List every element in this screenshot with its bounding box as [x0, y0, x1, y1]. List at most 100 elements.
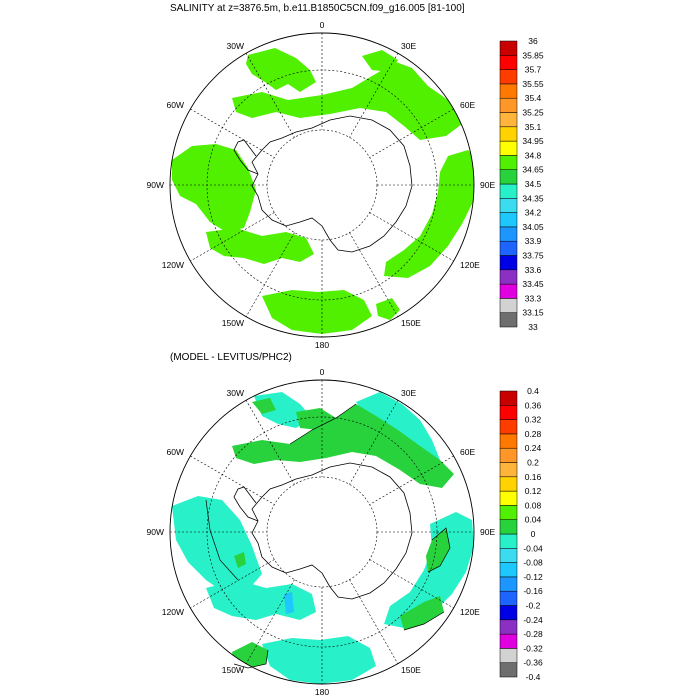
- top-colorbar-label: 34.05: [522, 222, 544, 232]
- top-colorbar-swatch: [499, 183, 518, 199]
- bottom-lon-label-120e: 120E: [460, 607, 480, 617]
- top-colorbar-swatch: [499, 298, 518, 313]
- bottom-colorbar-label: -0.08: [523, 558, 543, 568]
- top-colorbar-label: 33.3: [525, 293, 542, 303]
- bottom-colorbar-label: -0.24: [523, 615, 543, 625]
- bottom-anomaly-fill: [172, 392, 474, 684]
- bottom-colorbar-swatch: [499, 576, 518, 592]
- top-colorbar-swatch: [499, 126, 518, 142]
- top-colorbar: 33 33.15 33.3 33.45 33.6 33.75 33.9 34.05 34.2 34…: [499, 36, 544, 332]
- bottom-lon-label-150w: 150W: [222, 665, 244, 675]
- bottom-colorbar-swatch: [499, 419, 518, 435]
- top-colorbar-swatch: [499, 198, 518, 213]
- bottom-colorbar-label: -0.12: [523, 572, 543, 582]
- top-lon-label-60w: 60W: [167, 100, 184, 110]
- top-colorbar-label: 35.4: [525, 93, 542, 103]
- bottom-colorbar-swatch: [499, 562, 518, 578]
- top-colorbar-label: 34.95: [522, 136, 544, 146]
- bottom-colorbar-label: -0.32: [523, 643, 543, 653]
- bottom-colorbar-swatch: [499, 605, 518, 621]
- bottom-colorbar-swatch: [499, 433, 518, 449]
- bottom-colorbar-swatch: [499, 519, 518, 535]
- bottom-colorbar-label: -0.4: [526, 672, 541, 682]
- bottom-antarctica-coastline: [251, 462, 413, 600]
- top-colorbar-swatch: [499, 40, 518, 56]
- top-colorbar-label: 33.15: [522, 308, 544, 318]
- top-colorbar-label: 33.9: [525, 236, 542, 246]
- top-colorbar-swatch: [499, 55, 518, 70]
- top-colorbar-label: 35.25: [522, 108, 544, 118]
- top-lon-label-60e: 60E: [460, 100, 475, 110]
- top-colorbar-swatch: [499, 212, 518, 228]
- bottom-colorbar-swatch: [499, 490, 518, 506]
- top-lon-label-0: 0: [320, 20, 325, 30]
- top-colorbar-label: 34.5: [525, 179, 542, 189]
- bottom-colorbar-swatch: [499, 548, 518, 563]
- bottom-colorbar-label: 0.24: [525, 443, 542, 453]
- top-graticule: [170, 33, 474, 337]
- bottom-colorbar-label: -0.36: [523, 658, 543, 668]
- bottom-lon-label-30e: 30E: [401, 388, 416, 398]
- bottom-colorbar-label: 0.36: [525, 400, 542, 410]
- bottom-lon-label-90w: 90W: [147, 527, 164, 537]
- bottom-colorbar-label: 0.32: [525, 415, 542, 425]
- top-colorbar-label: 33.75: [522, 251, 544, 261]
- top-colorbar-swatch: [499, 97, 518, 113]
- bottom-colorbar-swatch: [499, 590, 518, 606]
- top-map-title: SALINITY at z=3876.5m, b.e11.B1850C5CN.f…: [170, 3, 465, 14]
- bottom-lon-label-0: 0: [320, 367, 325, 377]
- top-colorbar-label: 34.2: [525, 208, 542, 218]
- top-lon-label-120e: 120E: [460, 260, 480, 270]
- bottom-lon-label-90e: 90E: [480, 527, 495, 537]
- top-colorbar-label: 34.8: [525, 150, 542, 160]
- bottom-colorbar-swatch: [499, 633, 518, 649]
- bottom-colorbar-label: 0.04: [525, 515, 542, 525]
- top-colorbar-swatch: [499, 269, 518, 285]
- top-colorbar-swatch: [499, 255, 518, 271]
- top-colorbar-label: 35.1: [525, 122, 542, 132]
- bottom-map-title: (MODEL - LEVITUS/PHC2): [170, 352, 292, 363]
- bottom-peninsula-coastline: [233, 486, 259, 522]
- top-antarctica-coastline: [251, 115, 413, 253]
- top-colorbar-swatch: [499, 226, 518, 242]
- top-colorbar-label: 35.7: [525, 65, 542, 75]
- top-salinity-fill: [172, 48, 474, 334]
- bottom-colorbar-swatch: [499, 476, 518, 492]
- bottom-colorbar-swatch: [499, 619, 518, 635]
- top-lon-label-150e: 150E: [401, 318, 421, 328]
- top-lon-label-120w: 120W: [162, 260, 184, 270]
- top-colorbar-swatch: [499, 155, 518, 170]
- bottom-colorbar-label: 0.4: [527, 386, 539, 396]
- top-colorbar-label: 33.45: [522, 279, 544, 289]
- top-colorbar-swatch: [499, 169, 518, 185]
- bottom-lon-label-180: 180: [315, 687, 329, 697]
- bottom-colorbar-label: 0.08: [525, 500, 542, 510]
- top-colorbar-label: 33.6: [525, 265, 542, 275]
- top-map: 0 30E 60E 90E 120E 150E 180 150W 120W 90…: [147, 20, 496, 350]
- bottom-lon-label-60e: 60E: [460, 447, 475, 457]
- top-lon-label-30e: 30E: [401, 41, 416, 51]
- top-colorbar-swatch: [499, 69, 518, 85]
- bottom-colorbar-label: -0.2: [526, 601, 541, 611]
- bottom-colorbar-swatch: [499, 533, 518, 549]
- bottom-colorbar-swatch: [499, 662, 518, 678]
- top-colorbar-swatch: [499, 112, 518, 128]
- bottom-colorbar-swatch: [499, 390, 518, 406]
- top-lon-label-150w: 150W: [222, 318, 244, 328]
- bottom-lon-label-60w: 60W: [167, 447, 184, 457]
- bottom-colorbar-swatch: [499, 447, 518, 463]
- top-colorbar-swatch: [499, 240, 518, 256]
- bottom-colorbar-label: 0.12: [525, 486, 542, 496]
- bottom-colorbar-swatch: [499, 462, 518, 478]
- top-colorbar-swatch: [499, 83, 518, 99]
- top-colorbar-label: 33: [528, 322, 538, 332]
- top-lon-label-180: 180: [315, 340, 329, 350]
- top-colorbar-label: 36: [528, 36, 538, 46]
- bottom-lon-label-120w: 120W: [162, 607, 184, 617]
- bottom-lon-label-30w: 30W: [227, 388, 244, 398]
- top-map-border: [169, 32, 475, 338]
- bottom-colorbar-label: -0.04: [523, 543, 543, 553]
- bottom-colorbar: -0.4 -0.36 -0.32 -0.28 -0.24 -0.2 -0.16 -0.12 -0…: [499, 386, 543, 682]
- bottom-map: 0 30E 60E 90E 120E 150E 180 150W 120W 90…: [147, 367, 496, 697]
